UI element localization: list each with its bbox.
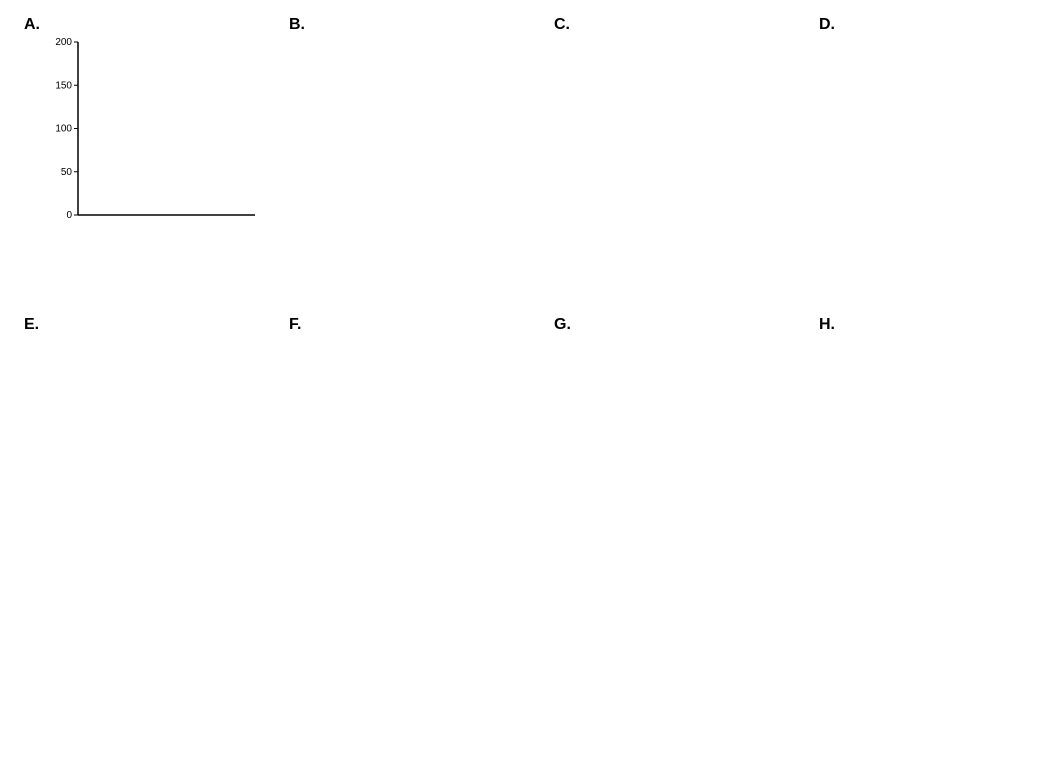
panel-B: B. [285, 20, 530, 310]
panel-label-E: E. [24, 316, 39, 334]
panel-label-B: B. [289, 16, 305, 34]
svg-text:50: 50 [61, 167, 73, 178]
svg-text:100: 100 [55, 124, 72, 135]
panel-label-F: F. [289, 316, 301, 334]
panel-D: D. [815, 20, 1050, 310]
panel-label-G: G. [554, 316, 571, 334]
svg-text:200: 200 [55, 37, 72, 48]
panel-E: E. [20, 320, 265, 600]
panel-label-H: H. [819, 316, 835, 334]
panel-H: H. [815, 320, 1050, 600]
panel-label-C: C. [554, 16, 570, 34]
panel-F: F. [285, 320, 530, 600]
svg-text:150: 150 [55, 80, 72, 91]
figure-grid: A.050100150200 B. C. D. E. F. G. H. [20, 20, 1030, 620]
panel-label-A: A. [24, 16, 40, 34]
legend [20, 610, 530, 620]
svg-text:0: 0 [66, 210, 72, 221]
panel-G: G. [550, 320, 795, 600]
panel-C: C. [550, 20, 795, 310]
panel-label-D: D. [819, 16, 835, 34]
panel-A: A.050100150200 [20, 20, 265, 310]
